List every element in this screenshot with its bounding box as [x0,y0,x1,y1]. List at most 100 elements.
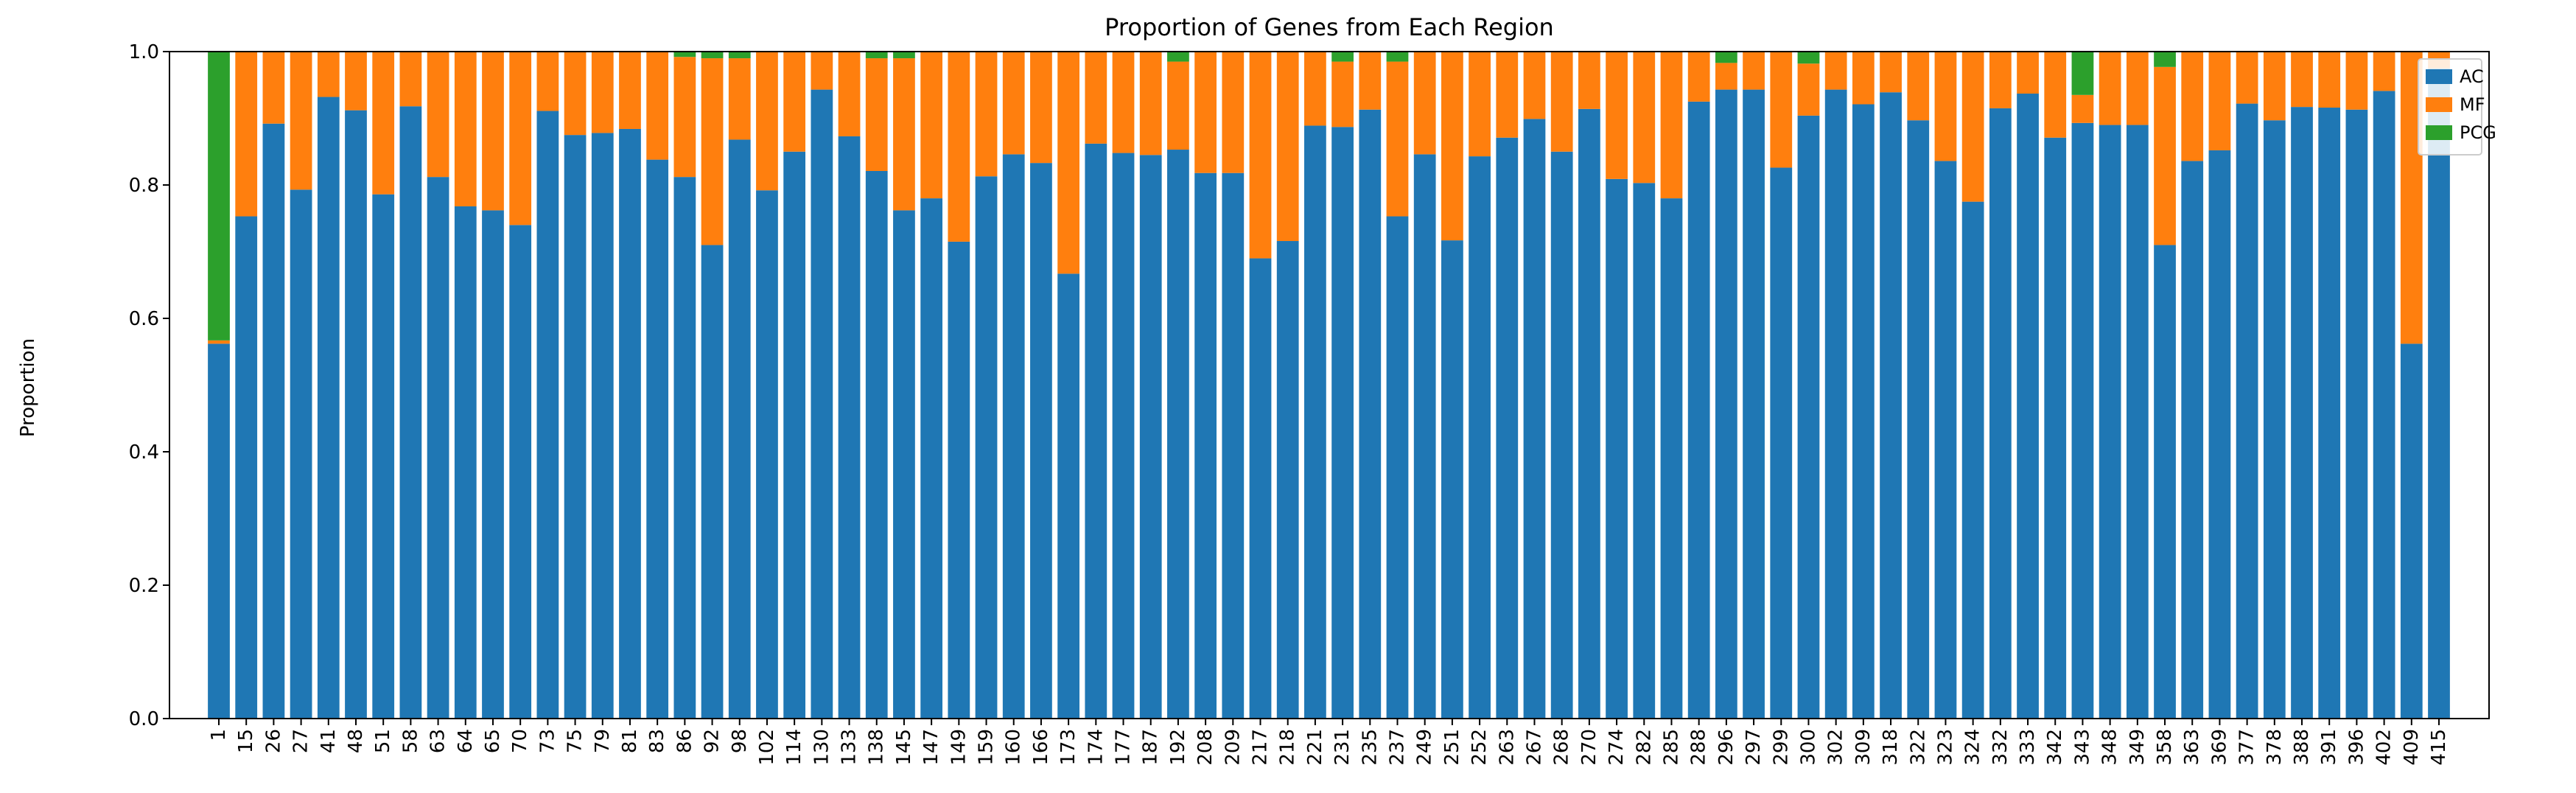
y-tick-label-5: 1.0 [129,41,159,63]
bar-ac-263 [1496,137,1519,719]
bar-ac-268 [1550,151,1573,719]
bar-mf-318 [1880,52,1902,93]
x-tick-label-348: 348 [2099,729,2121,766]
bar-pcg-192 [1167,52,1189,62]
bar-mf-217 [1249,52,1272,259]
bar-ac-309 [1852,104,1875,719]
bar-mf-322 [1907,52,1930,121]
bar-mf-114 [783,52,806,152]
x-tick-label-81: 81 [619,729,641,753]
bar-mf-323 [1934,52,1957,161]
y-tick-label-0: 0.0 [129,708,159,730]
chart-title: Proportion of Genes from Each Region [1105,13,1554,41]
bar-pcg-231 [1331,52,1354,62]
bar-ac-221 [1304,125,1326,719]
bar-ac-288 [1687,101,1710,719]
bar-mf-270 [1578,52,1600,109]
legend-label-ac: AC [2460,66,2484,87]
bar-ac-174 [1085,143,1107,719]
x-tick-label-369: 369 [2208,729,2230,766]
x-tick-label-343: 343 [2071,729,2093,766]
bar-mf-267 [1523,52,1546,119]
bar-mf-251 [1441,52,1463,241]
bar-ac-391 [2318,108,2341,719]
bar-pcg-86 [673,52,696,57]
x-tick-label-378: 378 [2264,729,2286,766]
x-tick-label-237: 237 [1386,729,1408,766]
bar-mf-173 [1057,52,1079,274]
x-tick-label-65: 65 [482,729,504,753]
bar-ac-252 [1469,156,1491,719]
x-tick-label-192: 192 [1167,729,1189,766]
x-tick-label-166: 166 [1030,729,1052,766]
bar-ac-251 [1441,240,1463,719]
bar-ac-86 [673,177,696,719]
bar-ac-145 [893,210,915,719]
bar-ac-79 [591,133,614,719]
x-tick-label-288: 288 [1688,729,1710,766]
x-tick-label-296: 296 [1715,729,1737,766]
bar-ac-274 [1606,178,1628,719]
bar-mf-41 [317,52,340,97]
x-tick-label-177: 177 [1113,729,1135,766]
x-tick-label-15: 15 [235,729,257,753]
x-tick-label-26: 26 [262,729,284,753]
bar-mf-1 [208,340,230,344]
bar-mf-235 [1359,52,1382,110]
bar-mf-133 [838,52,861,136]
bar-ac-358 [2154,245,2176,719]
x-tick-label-1: 1 [208,729,230,741]
bar-ac-302 [1824,89,1847,719]
bar-ac-332 [1989,108,2012,719]
x-tick-label-270: 270 [1578,729,1600,766]
bar-ac-187 [1139,155,1162,719]
bar-ac-133 [838,136,861,719]
bar-ac-369 [2208,150,2231,719]
bar-mf-369 [2208,52,2231,150]
bar-ac-73 [536,111,559,719]
x-tick-label-377: 377 [2236,729,2258,766]
x-tick-label-160: 160 [1003,729,1025,766]
bar-ac-149 [948,241,970,719]
x-tick-label-415: 415 [2428,729,2450,766]
x-tick-label-41: 41 [318,729,340,753]
x-tick-label-27: 27 [290,729,312,753]
bar-mf-159 [975,52,998,177]
legend-label-mf: MF [2460,94,2485,115]
bar-mf-378 [2263,52,2286,121]
x-tick-label-263: 263 [1496,729,1518,766]
bar-ac-27 [290,189,312,719]
bar-ac-282 [1633,183,1656,719]
bar-ac-63 [427,177,449,719]
bar-mf-208 [1194,52,1217,173]
x-tick-label-332: 332 [1989,729,2012,766]
y-tick-label-2: 0.4 [129,441,159,464]
x-tick-label-309: 309 [1852,729,1875,766]
bar-mf-302 [1824,52,1847,90]
bar-ac-402 [2373,91,2395,719]
bar-mf-166 [1030,52,1052,164]
x-tick-label-218: 218 [1277,729,1299,766]
x-tick-label-70: 70 [509,729,531,753]
bar-mf-79 [591,52,614,133]
x-tick-label-285: 285 [1660,729,1682,766]
bar-mf-300 [1797,63,1820,116]
bar-mf-218 [1276,52,1299,242]
bar-ac-363 [2181,161,2204,719]
x-tick-label-249: 249 [1414,729,1436,766]
bar-mf-187 [1139,52,1162,156]
bar-mf-332 [1989,52,2012,108]
bar-mf-70 [509,52,532,226]
x-tick-label-92: 92 [701,729,724,753]
bar-mf-288 [1687,52,1710,102]
legend-swatch-mf [2426,97,2452,112]
bar-mf-299 [1770,52,1793,168]
x-tick-label-114: 114 [783,729,805,766]
bar-ac-409 [2400,343,2423,719]
bar-ac-388 [2291,107,2313,719]
bar-ac-396 [2345,109,2368,719]
bar-ac-237 [1386,216,1409,719]
bar-mf-209 [1222,52,1245,173]
x-tick-label-73: 73 [536,729,559,753]
